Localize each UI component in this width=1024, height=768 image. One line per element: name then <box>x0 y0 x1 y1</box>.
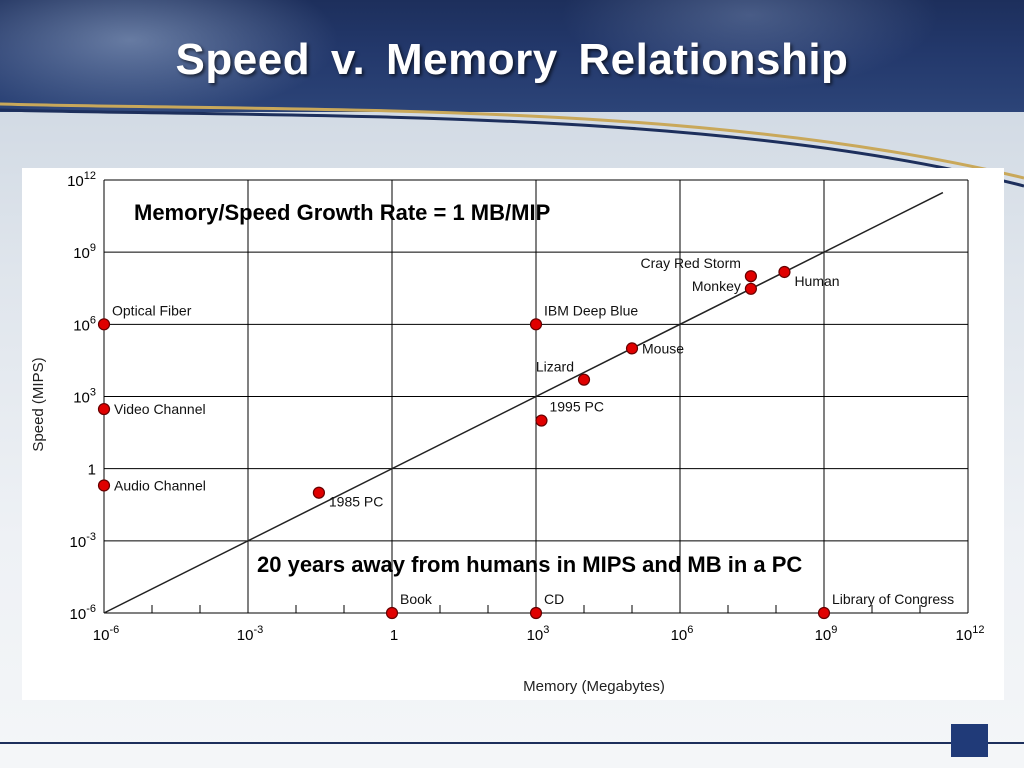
trend-line-label: Memory/Speed Growth Rate = 1 MB/MIP <box>134 200 551 225</box>
y-tick-label: 1 <box>88 462 96 479</box>
banner-swoosh <box>0 102 1024 188</box>
data-point-label: Mouse <box>642 340 684 356</box>
data-point-label: Library of Congress <box>832 591 954 607</box>
y-axis-title: Speed (MIPS) <box>30 357 47 451</box>
data-point <box>312 486 326 499</box>
data-point-label: IBM Deep Blue <box>544 302 638 318</box>
trend-line <box>103 191 944 614</box>
data-point <box>529 318 543 331</box>
corner-square <box>951 724 988 757</box>
data-point-label: Audio Channel <box>114 477 206 493</box>
x-tick-label: 1 <box>390 627 398 644</box>
data-point-label: 1995 PC <box>549 399 603 415</box>
x-tick-label: 10-3 <box>237 624 263 644</box>
banner-cloud <box>0 0 340 112</box>
data-point-label: Monkey <box>692 278 741 294</box>
data-point <box>97 318 111 331</box>
data-point-label: Lizard <box>536 359 574 375</box>
slide-title: Speed v. Memory Relationship <box>175 35 849 84</box>
y-tick-label: 10-6 <box>70 603 96 623</box>
x-tick-label: 106 <box>671 624 694 644</box>
data-point-label: Human <box>794 273 839 289</box>
speed-memory-chart: 10-6 10-3 1 103 106 109 1012 10-6 10-3 1 103 106 109… <box>30 170 985 695</box>
data-point <box>744 282 758 295</box>
data-point-label: Cray Red Storm <box>641 255 741 271</box>
chart-annotation: 20 years away from humans in MIPS and MB… <box>257 552 803 577</box>
y-tick-label: 10-3 <box>70 531 96 551</box>
data-point <box>817 606 831 620</box>
data-point <box>385 606 399 620</box>
y-tick-label: 106 <box>73 314 96 334</box>
x-tick-label: 1012 <box>956 624 985 644</box>
data-point-label: Video Channel <box>114 401 206 417</box>
x-axis-title: Memory (Megabytes) <box>523 678 665 695</box>
data-point <box>577 373 591 386</box>
data-point <box>97 402 111 416</box>
data-point <box>625 342 639 355</box>
banner-cloud <box>560 0 940 90</box>
y-tick-label: 109 <box>73 242 96 262</box>
data-point-label: 1985 PC <box>329 494 383 510</box>
x-tick-label: 103 <box>527 624 550 644</box>
footer-line <box>0 742 1024 744</box>
data-point <box>744 270 758 283</box>
data-point-label: Book <box>400 591 433 607</box>
chart-panel: 10-6 10-3 1 103 106 109 1012 10-6 10-3 1 103 106 109… <box>22 168 1004 700</box>
data-point <box>97 479 111 492</box>
y-tick-label: 1012 <box>67 170 96 190</box>
data-point-label: Optical Fiber <box>112 302 192 318</box>
y-tick-label: 103 <box>73 387 96 407</box>
data-point <box>529 606 543 620</box>
data-point <box>535 414 548 427</box>
x-tick-label: 109 <box>815 624 838 644</box>
x-tick-label: 10-6 <box>93 624 119 644</box>
data-point <box>778 265 791 279</box>
data-point-label: CD <box>544 591 564 607</box>
title-banner <box>0 0 1024 112</box>
